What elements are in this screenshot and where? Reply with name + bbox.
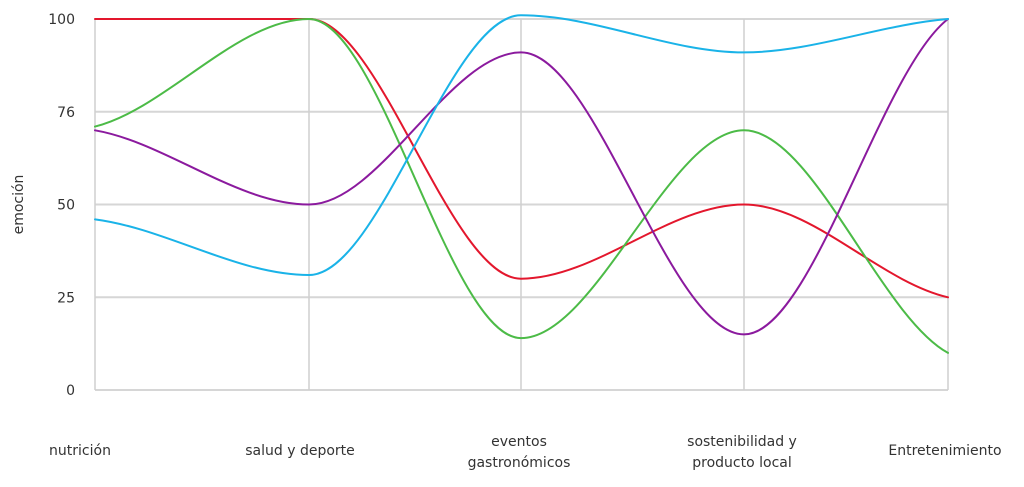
y-tick-label: 25 — [57, 290, 75, 306]
series-line-3 — [94, 18, 949, 336]
y-tick-label: 76 — [57, 105, 75, 121]
x-tick-label: Entretenimiento — [888, 443, 1001, 459]
y-axis-title: emoción — [11, 175, 27, 235]
y-tick-label: 100 — [48, 12, 75, 28]
y-axis-ticks: 0 25 50 76 100 — [48, 12, 75, 399]
x-tick-label: nutrición — [49, 443, 111, 459]
x-tick-label: sostenibilidad y producto local — [687, 434, 797, 471]
x-tick-label: eventos gastronómicos — [468, 434, 571, 471]
grid — [94, 18, 949, 391]
series-lines — [94, 14, 949, 354]
x-axis-labels: nutrición salud y deporte eventos gastronóm… — [49, 434, 1002, 471]
series-line-1 — [94, 18, 949, 299]
y-tick-label: 0 — [66, 383, 75, 399]
y-tick-label: 50 — [57, 198, 75, 214]
series-line-4 — [94, 14, 949, 276]
x-tick-label: salud y deporte — [245, 443, 355, 459]
series-line-2 — [94, 18, 949, 354]
